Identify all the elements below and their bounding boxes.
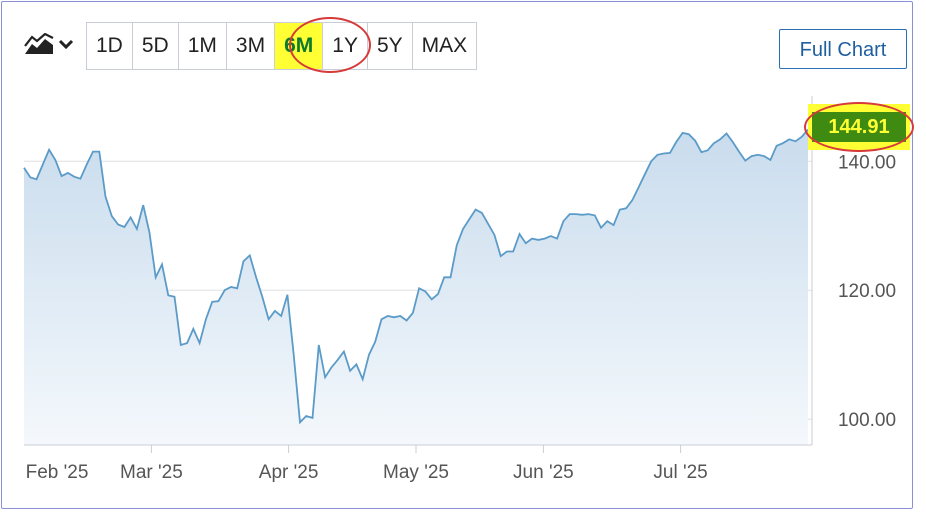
x-tick-label: Apr '25: [259, 462, 319, 483]
range-6m-button[interactable]: 6M: [275, 23, 324, 69]
chevron-down-icon: [58, 37, 74, 55]
x-tick-label: Jun '25: [513, 462, 574, 483]
x-tick-label: Feb '25: [26, 462, 89, 483]
x-tick-label: Jul '25: [653, 462, 707, 483]
y-tick-label: 120.00: [838, 281, 896, 302]
range-1y-button[interactable]: 1Y: [323, 23, 368, 69]
y-tick-label: 100.00: [838, 410, 896, 431]
price-line: [23, 129, 809, 425]
x-ticks: Feb '25 Mar '25 Apr '25 May '25 Jun '25 Jul '…: [26, 445, 708, 483]
range-max-button[interactable]: MAX: [421, 34, 468, 57]
range-3m-button[interactable]: 3M: [227, 23, 276, 69]
range-selector: 1D 5D 1M 3M 6M 1Y 5Y MAX: [86, 22, 478, 70]
current-price-tag: 144.91: [812, 112, 906, 142]
range-5d-button[interactable]: 5D: [133, 23, 179, 69]
range-5y-button[interactable]: 5Y: [368, 23, 413, 69]
chart-type-selector[interactable]: [24, 22, 86, 70]
y-ticks: 100.00 120.00 140.00: [838, 152, 896, 431]
x-tick-label: Mar '25: [120, 462, 183, 483]
range-1d-button[interactable]: 1D: [87, 23, 133, 69]
range-1m-button[interactable]: 1M: [179, 23, 227, 69]
price-area: [24, 129, 808, 445]
chart-toolbar: 1D 5D 1M 3M 6M 1Y 5Y MAX: [24, 22, 478, 70]
y-tick-label: 140.00: [838, 152, 896, 173]
x-tick-label: May '25: [383, 462, 449, 483]
full-chart-button[interactable]: Full Chart: [779, 29, 907, 69]
area-chart-icon: [24, 32, 54, 60]
